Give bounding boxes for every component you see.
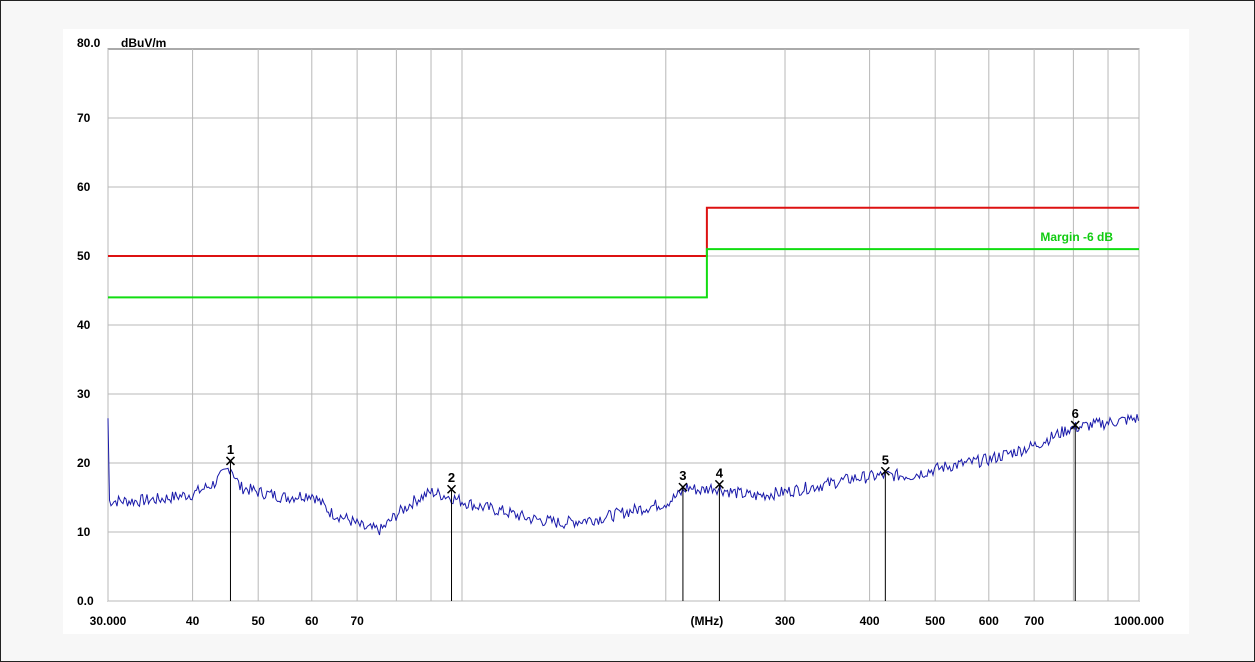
marker-label: 6 — [1072, 406, 1079, 421]
limit-line — [108, 206, 1139, 257]
x-tick-label: 500 — [925, 614, 945, 628]
x-tick-label: 700 — [1024, 614, 1044, 628]
y-top-label: 80.0 — [77, 36, 101, 50]
marker-cross — [446, 484, 457, 494]
y-tick-label: 20 — [77, 456, 91, 470]
marker-cross — [678, 482, 688, 492]
marker-label: 4 — [716, 465, 724, 480]
chart-panel: 80.0 dBuV/m 70 60 50 40 30 20 10 0.0 30.000 40 50… — [63, 29, 1189, 634]
y-unit-label: dBuV/m — [121, 36, 166, 50]
x-tick-label: 300 — [775, 614, 795, 628]
x-unit-label: (MHz) — [691, 614, 724, 628]
marker-cross — [225, 456, 235, 466]
emission-trace — [107, 413, 1139, 536]
y-tick-label: 30 — [77, 387, 91, 401]
x-tick-label: 400 — [860, 614, 880, 628]
x-tick-label: 70 — [350, 614, 364, 628]
x-tick-label: 1000.000 — [1114, 614, 1164, 628]
x-tick-label: 600 — [979, 614, 999, 628]
x-tick-label: 30.000 — [90, 614, 127, 628]
marker-label: 3 — [679, 468, 686, 483]
marker-cross — [880, 466, 890, 476]
margin-line-label: Margin -6 dB — [1040, 230, 1113, 244]
marker-cross — [1070, 420, 1080, 430]
marker-label: 5 — [882, 452, 889, 467]
markers: 1 2 3 4 5 6 — [225, 406, 1080, 601]
y-tick-label: 60 — [77, 180, 91, 194]
y-tick-label: 50 — [77, 249, 91, 263]
y-tick-label: 0.0 — [77, 594, 94, 608]
y-tick-label: 40 — [77, 318, 91, 332]
marker-cross — [714, 479, 724, 489]
marker-label: 1 — [227, 442, 234, 457]
x-tick-labels: 30.000 40 50 60 70 300 400 500 600 700 1000.000 — [90, 614, 1165, 628]
grid-lines — [107, 49, 1140, 602]
marker-label: 2 — [448, 470, 455, 485]
margin-line — [108, 248, 1139, 299]
y-tick-label: 10 — [77, 525, 91, 539]
x-tick-label: 40 — [186, 614, 200, 628]
x-tick-label: 50 — [252, 614, 266, 628]
emission-chart: 80.0 dBuV/m 70 60 50 40 30 20 10 0.0 30.000 40 50… — [77, 36, 1165, 628]
y-tick-labels: 70 60 50 40 30 20 10 0.0 — [77, 111, 94, 608]
y-tick-label: 70 — [77, 111, 91, 125]
x-tick-label: 60 — [305, 614, 319, 628]
